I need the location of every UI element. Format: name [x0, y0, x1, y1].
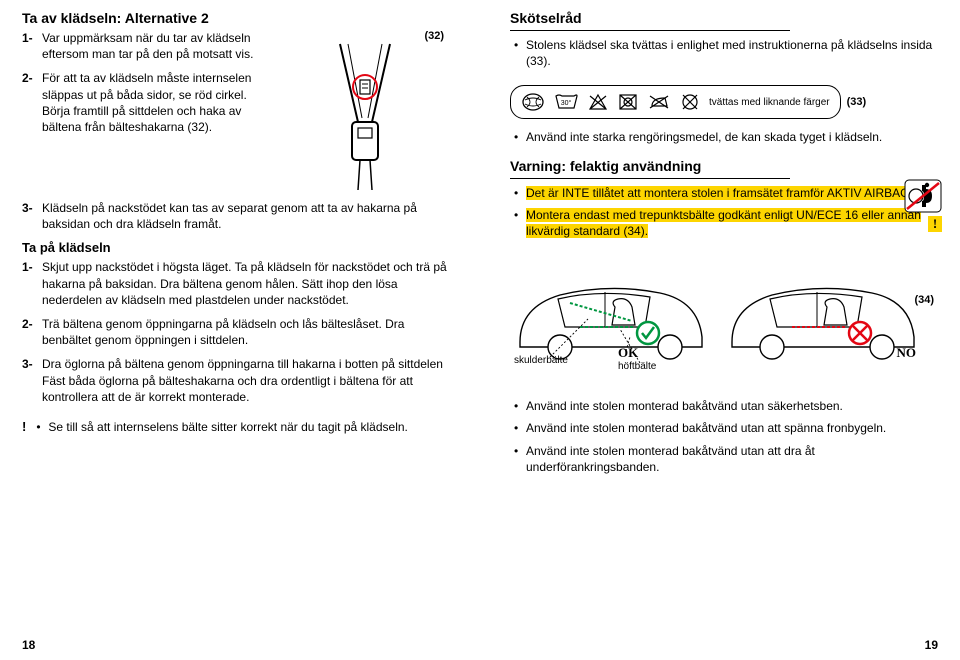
title-underline — [510, 30, 790, 31]
warn-underline — [510, 178, 790, 179]
num-item: 1- Skjut upp nackstödet i högsta läget. … — [22, 259, 450, 308]
mid-bullet: Använd inte starka rengöringsmedel, de k… — [514, 129, 938, 145]
item-num: 1- — [22, 30, 42, 62]
no-label: NO — [897, 345, 917, 361]
item-text: Var uppmärksam när du tar av klädseln ef… — [42, 30, 270, 62]
ok-label: OK — [618, 345, 638, 361]
wash-30-icon: 30° — [553, 92, 579, 112]
num-item: 2- Trä bältena genom öppningarna på kläd… — [22, 316, 450, 348]
num-item: 3- Dra öglorna på bältena genom öppninga… — [22, 356, 450, 405]
item-num: 2- — [22, 70, 42, 135]
num-item: 2- För att ta av klädseln måste internse… — [22, 70, 270, 135]
item-text: Klädseln på nackstödet kan tas av separa… — [42, 200, 450, 232]
item-num: 2- — [22, 316, 42, 348]
top-bullet: Stolens klädsel ska tvättas i enlighet m… — [514, 37, 938, 69]
left-column: Ta av klädseln: Alternative 2 1- Var upp… — [0, 0, 480, 660]
wash-symbols-box: 30° tvättas med liknande färger — [510, 85, 841, 119]
skulder-label: skulderbälte — [514, 355, 568, 366]
bottom-bullet: Använd inte stolen monterad bakåtvänd ut… — [514, 420, 938, 436]
fig32-label: (32) — [424, 30, 444, 42]
yarn-icon — [521, 92, 545, 112]
warning-title: Varning: felaktig användning — [510, 158, 938, 174]
page-number-right: 19 — [925, 638, 938, 652]
item-num: 3- — [22, 356, 42, 405]
item-num: 1- — [22, 259, 42, 308]
left-top-block: 1- Var uppmärksam när du tar av klädseln… — [22, 30, 450, 200]
bottom-bullet: Använd inte stolen monterad bakåtvänd ut… — [514, 443, 938, 475]
left-subtitle: Ta på klädseln — [22, 240, 450, 255]
airbag-icon — [904, 179, 942, 213]
right-title: Skötselråd — [510, 10, 938, 26]
car-no: NO — [722, 247, 922, 380]
warn-item: Montera endast med trepunktsbälte godkän… — [514, 207, 938, 239]
note-text: Se till så att internselens bälte sitter… — [36, 419, 450, 435]
car-no-icon — [722, 247, 922, 377]
item-text: Trä bältena genom öppningarna på klädsel… — [42, 316, 450, 348]
note-row: ! Se till så att internselens bälte sitt… — [22, 419, 450, 441]
exclamation-icon: ! — [22, 419, 26, 434]
fig33-label: (33) — [847, 96, 867, 108]
warn-item: Det är INTE tillåtet att montera stolen … — [514, 185, 938, 201]
svg-text:30°: 30° — [561, 99, 572, 107]
figure-32: (32) — [280, 30, 450, 200]
left-title: Ta av klädseln: Alternative 2 — [22, 10, 450, 26]
buckle-illustration-icon — [280, 30, 450, 200]
num-item: 1- Var uppmärksam när du tar av klädseln… — [22, 30, 270, 62]
no-iron-icon — [647, 92, 671, 112]
right-column: Skötselråd Stolens klädsel ska tvättas i… — [480, 0, 960, 660]
no-tumble-dry-icon — [617, 92, 639, 112]
exclamation-icon: ! — [928, 216, 942, 232]
no-dryclean-icon — [679, 92, 701, 112]
wash-text: tvättas med liknande färger — [709, 97, 830, 108]
car-figures: skulderbälte OK höftbälte — [510, 247, 938, 380]
item-text: Skjut upp nackstödet i högsta läget. Ta … — [42, 259, 450, 308]
item-text: För att ta av klädseln måste internselen… — [42, 70, 270, 135]
item-text: Dra öglorna på bältena genom öppningarna… — [42, 356, 450, 405]
warning-box: Det är INTE tillåtet att montera stolen … — [510, 185, 938, 240]
num-item: 3- Klädseln på nackstödet kan tas av sep… — [22, 200, 450, 232]
no-bleach-icon — [587, 92, 609, 112]
car-ok: skulderbälte OK höftbälte — [510, 247, 710, 380]
bottom-bullet: Använd inte stolen monterad bakåtvänd ut… — [514, 398, 938, 414]
airbag-warning-group: ! — [904, 179, 942, 232]
hoft-label: höftbälte — [618, 361, 656, 372]
item-num: 3- — [22, 200, 42, 232]
page-number-left: 18 — [22, 638, 35, 652]
